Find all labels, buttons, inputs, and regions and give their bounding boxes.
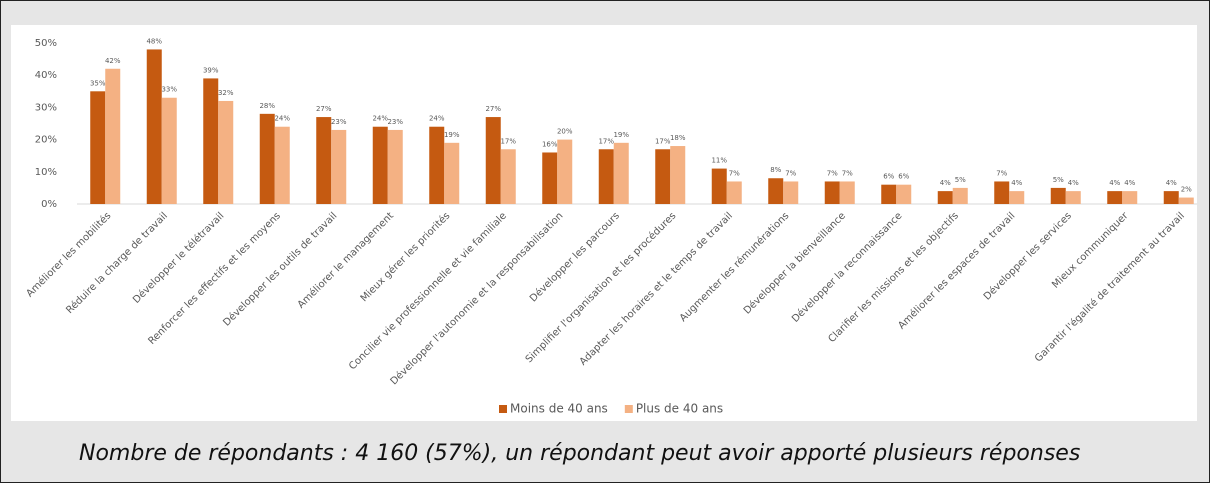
value-label: 33%: [161, 86, 177, 94]
bar: [824, 181, 840, 204]
value-label: 7%: [996, 169, 1007, 177]
value-label: 24%: [429, 115, 445, 123]
value-label: 19%: [444, 131, 460, 139]
bar: [218, 100, 234, 204]
value-label: 16%: [542, 140, 558, 148]
value-label: 4%: [1011, 179, 1022, 187]
value-label: 24%: [274, 115, 290, 123]
value-label: 42%: [105, 57, 121, 65]
legend-swatch: [499, 405, 507, 413]
bar: [485, 117, 501, 204]
y-tick-label: 40%: [35, 70, 57, 81]
value-label: 27%: [316, 105, 332, 113]
y-tick-label: 0%: [41, 199, 57, 210]
bar: [372, 126, 388, 204]
value-label: 5%: [1053, 176, 1064, 184]
bar: [937, 191, 953, 204]
bar: [655, 149, 671, 204]
value-label: 20%: [557, 128, 573, 136]
value-label: 8%: [770, 166, 781, 174]
legend-label: Moins de 40 ans: [510, 402, 608, 416]
caption: Nombre de répondants : 4 160 (57%), un r…: [79, 441, 1081, 466]
value-label: 17%: [500, 137, 516, 145]
value-label: 39%: [203, 66, 219, 74]
value-label: 4%: [1166, 179, 1177, 187]
value-label: 23%: [331, 118, 347, 126]
bar: [783, 181, 799, 204]
y-tick-label: 20%: [35, 135, 57, 146]
value-label: 7%: [785, 169, 796, 177]
legend-swatch: [624, 405, 633, 413]
value-label: 18%: [670, 134, 686, 142]
bar: [952, 187, 968, 204]
bar: [768, 178, 784, 204]
bar: [387, 129, 403, 204]
bar: [429, 126, 445, 204]
value-label: 11%: [711, 157, 727, 165]
bar: [896, 184, 912, 204]
bar: [316, 117, 332, 204]
value-label: 6%: [883, 173, 894, 181]
bar: [259, 113, 275, 204]
value-label: 17%: [655, 137, 671, 145]
value-label: 48%: [146, 37, 162, 45]
bar: [203, 78, 219, 204]
bar: [1163, 191, 1179, 204]
bar: [274, 126, 290, 204]
bar: [557, 139, 573, 204]
bar: [1107, 191, 1123, 204]
bar: [500, 149, 516, 204]
value-label: 2%: [1181, 186, 1192, 194]
bar: [1009, 191, 1025, 204]
value-label: 7%: [827, 169, 838, 177]
bar: [613, 142, 629, 204]
bar: [90, 91, 106, 204]
bar: [105, 68, 121, 204]
value-label: 7%: [842, 169, 853, 177]
bar: [726, 181, 742, 204]
bar: [839, 181, 855, 204]
y-tick-label: 50%: [35, 38, 57, 49]
bar: [331, 129, 347, 204]
bar: [1050, 187, 1066, 204]
value-label: 6%: [898, 173, 909, 181]
bar: [542, 152, 558, 204]
value-label: 4%: [1124, 179, 1135, 187]
value-label: 32%: [218, 89, 234, 97]
value-label: 17%: [598, 137, 614, 145]
value-label: 35%: [90, 79, 106, 87]
value-label: 24%: [372, 115, 388, 123]
value-label: 4%: [1068, 179, 1079, 187]
value-label: 28%: [259, 102, 275, 110]
bar: [1122, 191, 1138, 204]
value-label: 4%: [1109, 179, 1120, 187]
bar: [711, 168, 727, 204]
bar: [1065, 191, 1081, 204]
value-label: 7%: [729, 169, 740, 177]
bar: [1178, 197, 1194, 204]
legend-label: Plus de 40 ans: [636, 402, 723, 416]
bar: [881, 184, 897, 204]
bar: [598, 149, 614, 204]
bar: [670, 146, 686, 204]
bar: [444, 142, 460, 204]
y-tick-label: 30%: [35, 102, 57, 113]
bar: [161, 97, 177, 204]
y-tick-label: 10%: [35, 167, 57, 178]
value-label: 4%: [940, 179, 951, 187]
value-label: 27%: [485, 105, 501, 113]
value-label: 5%: [955, 176, 966, 184]
bar: [994, 181, 1010, 204]
value-label: 23%: [387, 118, 403, 126]
value-label: 19%: [613, 131, 629, 139]
bar: [146, 49, 162, 204]
